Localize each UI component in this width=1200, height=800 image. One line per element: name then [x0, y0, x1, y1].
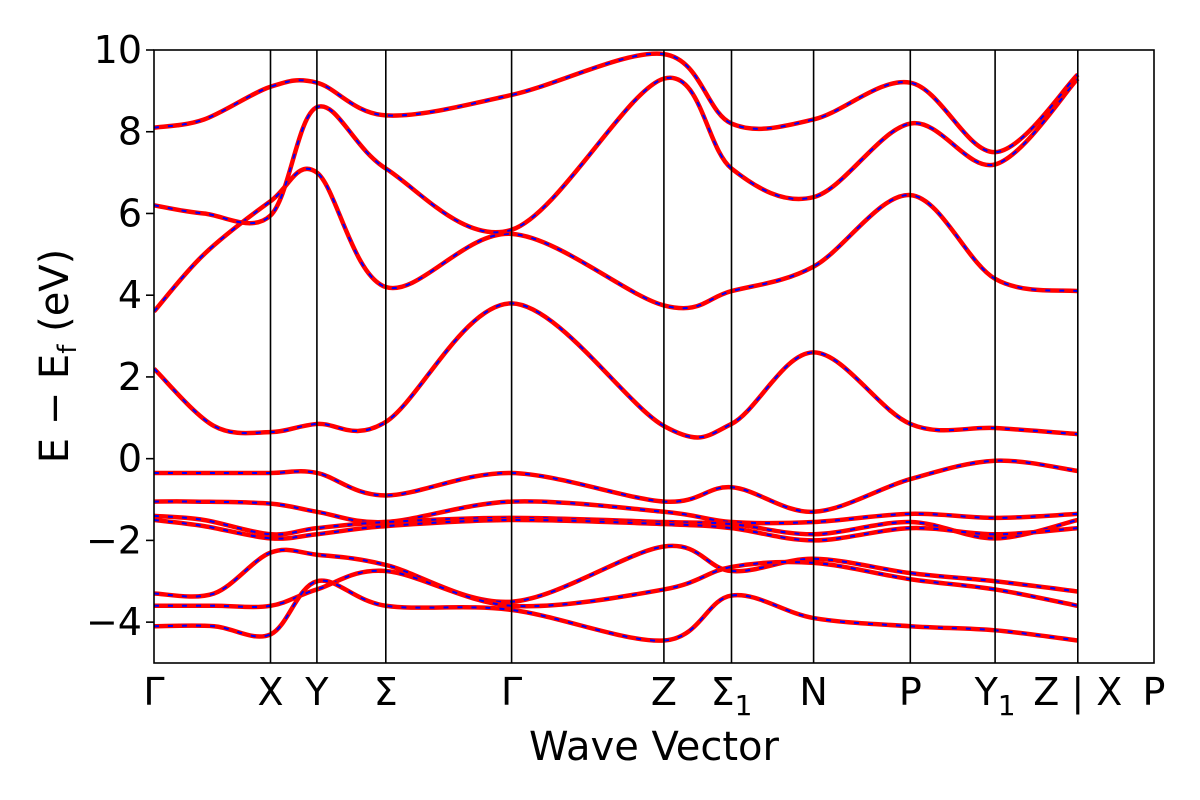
x-axis: Γ X Y Σ Γ Z Σ1 N P Y1 Z | X P: [143, 670, 1165, 722]
x-tick-label-10: Z | X: [1033, 670, 1122, 715]
x-tick-label-5: Z: [651, 670, 677, 714]
band-10: [154, 51, 1080, 155]
band-6: [154, 578, 1079, 643]
band-0: [154, 458, 1079, 515]
x-tick-label-6: Σ1: [711, 670, 753, 722]
y-tick-label-2: 0: [118, 437, 142, 481]
band-7: [154, 301, 1078, 440]
x-tick-label-9: Y1: [974, 670, 1016, 722]
plot-frame: [153, 49, 1155, 664]
band-3-overlay: [154, 518, 1078, 542]
band-0-overlay: [154, 459, 1078, 513]
y-axis-label-unit: (eV): [32, 249, 78, 345]
x-tick-label-1: X: [257, 670, 283, 714]
y-tick-label-6: 8: [118, 110, 142, 154]
y-tick-label-0: −4: [86, 600, 142, 644]
y-tick-label-7: 10: [94, 28, 142, 72]
band-5: [154, 559, 1079, 610]
y-axis-label-base: E − E: [32, 354, 78, 464]
y-tick-label-5: 6: [118, 191, 142, 235]
bands-layer: [154, 51, 1080, 643]
x-tick-label-11: P: [1143, 670, 1166, 714]
y-axis-label: E − Ef (eV): [32, 249, 83, 464]
x-tick-label-4: Γ: [501, 670, 522, 714]
y-tick-label-4: 4: [118, 273, 142, 317]
x-tick-label-3: Σ: [374, 670, 398, 714]
band-2-overlay: [154, 514, 1079, 540]
x-tick-label-8: P: [899, 670, 922, 714]
y-axis: −4 −2 0 2 4 6 8 10: [86, 28, 154, 644]
x-tick-label-0: Γ: [143, 670, 164, 714]
x-axis-label: Wave Vector: [529, 724, 780, 770]
x-tick-label-7: N: [799, 670, 827, 714]
band-7-overlay: [154, 302, 1078, 439]
band-9-overlay: [154, 76, 1079, 234]
band-8: [154, 166, 1079, 314]
y-axis-label-subscript: f: [53, 344, 83, 354]
high-symmetry-lines: [269, 50, 1079, 663]
band-8-overlay: [154, 167, 1078, 313]
band-4: [154, 543, 1079, 605]
band-5-overlay: [154, 561, 1078, 608]
y-tick-label-1: −2: [86, 518, 142, 562]
x-tick-label-2: Y: [304, 670, 329, 714]
y-tick-label-3: 2: [118, 355, 142, 399]
